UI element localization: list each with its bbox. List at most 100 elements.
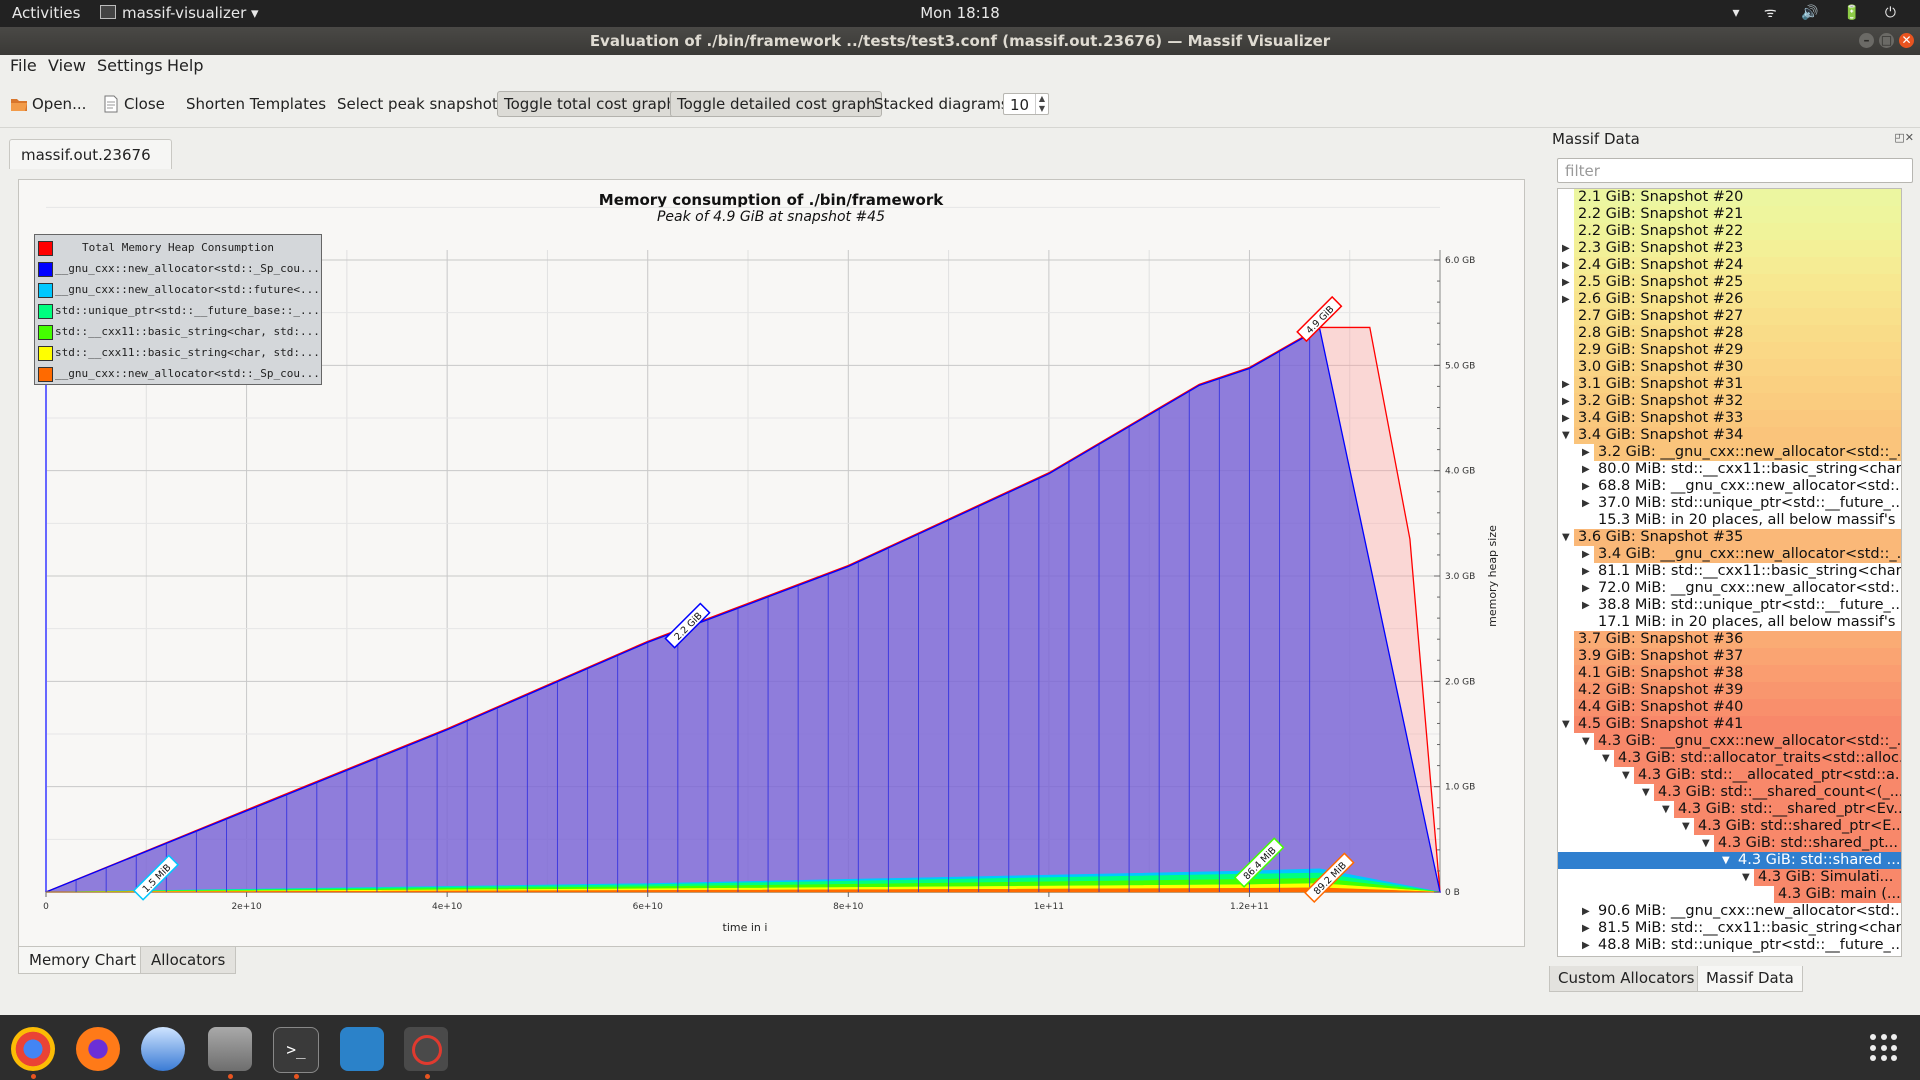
tree-row[interactable]: 3.9 GiB: Snapshot #37 [1558, 648, 1901, 665]
collapsed-arrow-icon[interactable]: ▶ [1582, 923, 1590, 934]
expanded-arrow-icon[interactable]: ▼ [1642, 787, 1650, 798]
collapsed-arrow-icon[interactable]: ▶ [1582, 906, 1590, 917]
tree-row[interactable]: ▶ 80.0 MiB: std::__cxx11::basic_string<ch… [1558, 461, 1901, 478]
collapsed-arrow-icon[interactable]: ▶ [1582, 566, 1590, 577]
collapsed-arrow-icon[interactable]: ▶ [1582, 464, 1590, 475]
tab-memory-chart[interactable]: Memory Chart [18, 947, 147, 974]
tree-row[interactable]: 3.7 GiB: Snapshot #36 [1558, 631, 1901, 648]
maximize-icon[interactable]: □ [1879, 33, 1894, 48]
tab-massif-data[interactable]: Massif Data [1697, 966, 1803, 992]
tree-row[interactable]: ▼ 4.3 GiB: std::shared_ptr<E... [1558, 818, 1901, 835]
tab-custom-allocators[interactable]: Custom Allocators [1549, 966, 1704, 992]
chrome-icon[interactable] [11, 1027, 55, 1071]
tree-row[interactable]: ▶ 2.6 GiB: Snapshot #26 [1558, 291, 1901, 308]
tree-row[interactable]: ▶ 38.8 MiB: std::unique_ptr<std::__future… [1558, 597, 1901, 614]
clock[interactable]: Mon 18:18 [920, 4, 1000, 22]
tree-row[interactable]: ▶ 3.2 GiB: Snapshot #32 [1558, 393, 1901, 410]
shorten-templates-button[interactable]: Shorten Templates [186, 95, 327, 113]
app-menu[interactable]: massif-visualizer ▾ [100, 4, 259, 22]
system-tray[interactable]: ▾ ᯤ 🔊 🔋 ⏻ [1732, 5, 1906, 21]
collapsed-arrow-icon[interactable]: ▶ [1562, 243, 1570, 254]
toggle-detailed-cost-graph-button[interactable]: Toggle detailed cost graph [670, 91, 883, 117]
vscode-icon[interactable] [340, 1027, 384, 1071]
tree-row[interactable]: 4.1 GiB: Snapshot #38 [1558, 665, 1901, 682]
tree-row[interactable]: ▼ 4.3 GiB: std::__allocated_ptr<std::a... [1558, 767, 1901, 784]
firefox-icon[interactable] [76, 1027, 120, 1071]
spin-arrows-icon[interactable]: ▲ ▼ [1035, 94, 1048, 114]
collapsed-arrow-icon[interactable]: ▶ [1562, 260, 1570, 271]
tree-row[interactable]: ▼ 4.3 GiB: Simulati... [1558, 869, 1901, 886]
collapsed-arrow-icon[interactable]: ▶ [1562, 396, 1570, 407]
tree-row[interactable]: ▶ 2.4 GiB: Snapshot #24 [1558, 257, 1901, 274]
open-button[interactable]: Open... [4, 92, 92, 116]
expanded-arrow-icon[interactable]: ▼ [1742, 872, 1750, 883]
tree-row[interactable]: ▶ 72.0 MiB: __gnu_cxx::new_allocator<std:… [1558, 580, 1901, 597]
tree-row[interactable]: 4.2 GiB: Snapshot #39 [1558, 682, 1901, 699]
select-peak-snapshot-button[interactable]: Select peak snapshot [337, 95, 498, 113]
toggle-total-cost-graph-button[interactable]: Toggle total cost graph [497, 91, 683, 117]
expanded-arrow-icon[interactable]: ▼ [1562, 430, 1570, 441]
expanded-arrow-icon[interactable]: ▼ [1562, 532, 1570, 543]
expanded-arrow-icon[interactable]: ▼ [1682, 821, 1690, 832]
tree-row[interactable]: 3.0 GiB: Snapshot #30 [1558, 359, 1901, 376]
tree-row[interactable]: 2.1 GiB: Snapshot #20 [1558, 189, 1901, 206]
tree-row[interactable]: 2.7 GiB: Snapshot #27 [1558, 308, 1901, 325]
tab-allocators[interactable]: Allocators [140, 947, 237, 974]
tree-row[interactable]: ▶ 68.8 MiB: __gnu_cxx::new_allocator<std:… [1558, 478, 1901, 495]
collapsed-arrow-icon[interactable]: ▶ [1582, 498, 1590, 509]
collapsed-arrow-icon[interactable]: ▶ [1562, 413, 1570, 424]
tree-row[interactable]: 15.3 MiB: in 20 places, all below massif… [1558, 512, 1901, 529]
tree-row[interactable]: ▶ 3.4 GiB: __gnu_cxx::new_allocator<std::… [1558, 546, 1901, 563]
tree-row[interactable]: ▼ 4.3 GiB: __gnu_cxx::new_allocator<std::… [1558, 733, 1901, 750]
collapsed-arrow-icon[interactable]: ▶ [1582, 549, 1590, 560]
thunderbird-icon[interactable] [141, 1027, 185, 1071]
close-window-icon[interactable]: ✕ [1899, 33, 1914, 48]
collapsed-arrow-icon[interactable]: ▶ [1582, 940, 1590, 951]
collapsed-arrow-icon[interactable]: ▶ [1562, 379, 1570, 390]
collapsed-arrow-icon[interactable]: ▶ [1582, 583, 1590, 594]
tree-row[interactable]: ▶ 3.4 GiB: Snapshot #33 [1558, 410, 1901, 427]
tree-row[interactable]: ▼ 4.3 GiB: std::allocator_traits<std::all… [1558, 750, 1901, 767]
tree-row[interactable]: 17.1 MiB: in 20 places, all below massif… [1558, 614, 1901, 631]
expanded-arrow-icon[interactable]: ▼ [1702, 838, 1710, 849]
tree-row[interactable]: ▶ 48.8 MiB: std::unique_ptr<std::__future… [1558, 937, 1901, 954]
tree-row[interactable]: 2.2 GiB: Snapshot #22 [1558, 223, 1901, 240]
memory-chart[interactable]: Memory consumption of ./bin/framework Pe… [19, 180, 1524, 946]
tree-row[interactable]: 2.2 GiB: Snapshot #21 [1558, 206, 1901, 223]
tree-row[interactable]: ▼ 4.3 GiB: std::__shared_ptr<Ev... [1558, 801, 1901, 818]
panel-float-close-icon[interactable]: ◰✕ [1894, 131, 1914, 144]
terminal-icon[interactable]: >_ [273, 1027, 319, 1073]
expanded-arrow-icon[interactable]: ▼ [1662, 804, 1670, 815]
tree-row[interactable]: ▼ 4.3 GiB: std::shared ... [1558, 852, 1901, 869]
menu-file[interactable]: File [10, 56, 37, 75]
collapsed-arrow-icon[interactable]: ▶ [1562, 294, 1570, 305]
collapsed-arrow-icon[interactable]: ▶ [1582, 447, 1590, 458]
tree-row[interactable]: ▶ 2.3 GiB: Snapshot #23 [1558, 240, 1901, 257]
tree-row[interactable]: ▶ 3.2 GiB: __gnu_cxx::new_allocator<std::… [1558, 444, 1901, 461]
collapsed-arrow-icon[interactable]: ▶ [1562, 277, 1570, 288]
collapsed-arrow-icon[interactable]: ▶ [1582, 600, 1590, 611]
filter-input[interactable]: filter [1557, 158, 1913, 183]
tree-row[interactable]: ▶ 81.5 MiB: std::__cxx11::basic_string<ch… [1558, 920, 1901, 937]
expanded-arrow-icon[interactable]: ▼ [1582, 736, 1590, 747]
tree-row[interactable]: ▼ 4.3 GiB: std::shared_pt... [1558, 835, 1901, 852]
tree-row[interactable]: ▶ 90.6 MiB: __gnu_cxx::new_allocator<std:… [1558, 903, 1901, 920]
menu-view[interactable]: View [48, 56, 86, 75]
tree-row[interactable]: 2.9 GiB: Snapshot #29 [1558, 342, 1901, 359]
tree-row[interactable]: ▶ 2.5 GiB: Snapshot #25 [1558, 274, 1901, 291]
files-icon[interactable] [208, 1027, 252, 1071]
tree-row[interactable]: 4.4 GiB: Snapshot #40 [1558, 699, 1901, 716]
expanded-arrow-icon[interactable]: ▼ [1602, 753, 1610, 764]
massif-visualizer-icon[interactable] [404, 1027, 448, 1071]
snapshot-tree[interactable]: 2.1 GiB: Snapshot #20 2.2 GiB: Snapshot #… [1557, 188, 1902, 957]
minimize-icon[interactable]: – [1859, 33, 1874, 48]
tree-row[interactable]: ▼ 4.3 GiB: std::__shared_count<(_... [1558, 784, 1901, 801]
collapsed-arrow-icon[interactable]: ▶ [1582, 481, 1590, 492]
tree-row[interactable]: ▶ 3.1 GiB: Snapshot #31 [1558, 376, 1901, 393]
menu-settings[interactable]: Settings [97, 56, 163, 75]
tree-row[interactable]: 2.8 GiB: Snapshot #28 [1558, 325, 1901, 342]
expanded-arrow-icon[interactable]: ▼ [1622, 770, 1630, 781]
show-applications-icon[interactable] [1870, 1034, 1898, 1062]
stacked-diagrams-spinbox[interactable]: 10 ▲ ▼ [1003, 93, 1049, 115]
expanded-arrow-icon[interactable]: ▼ [1562, 719, 1570, 730]
